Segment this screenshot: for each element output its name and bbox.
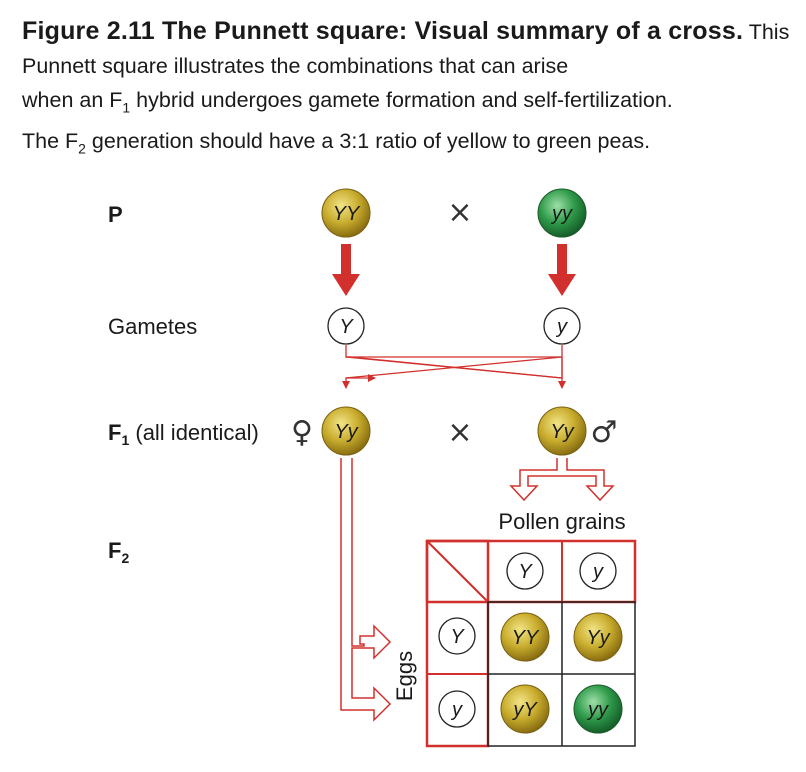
caption-line-2-sub: 1 xyxy=(122,99,131,116)
pollen-grains-label: Pollen grains xyxy=(498,509,625,534)
p-cross-symbol: × xyxy=(447,195,472,230)
f1-cross-symbol: × xyxy=(447,415,472,450)
caption-line-1: This Punnett square illustrates the comb… xyxy=(22,20,790,78)
offspring-yellow-pea xyxy=(500,684,550,734)
punnett-grid xyxy=(425,539,637,748)
parent-to-gamete-arrow-left xyxy=(332,244,360,296)
gamete-crossing-lines xyxy=(342,345,566,389)
cell-1-2-genotype: Yy xyxy=(586,627,610,649)
parent-left-genotype: YY xyxy=(333,203,361,225)
f2-row-label: F2 xyxy=(108,538,129,566)
gamete-left-allele: Y xyxy=(339,316,354,338)
egg-gamete-1-allele: Y xyxy=(450,626,465,648)
female-symbol: ♀ xyxy=(291,415,313,450)
eggs-label: Eggs xyxy=(392,651,417,701)
gamete-left xyxy=(327,307,365,345)
gamete-right xyxy=(543,307,581,345)
cell-1-1-genotype: YY xyxy=(512,627,540,649)
parent-green-pea xyxy=(537,188,587,238)
pollen-gamete-2 xyxy=(579,552,617,590)
parent-right-genotype: yy xyxy=(550,203,573,225)
pollen-gamete-1 xyxy=(506,552,544,590)
caption-line-2-post: hybrid undergoes gamete formation and se… xyxy=(130,88,673,112)
caption-line-2-pre: when an F xyxy=(22,88,123,112)
figure-caption: Figure 2.11 The Punnett square: Visual s… xyxy=(22,14,802,166)
pollen-gamete-1-allele: Y xyxy=(518,561,533,583)
pollen-split-arrow xyxy=(509,458,615,502)
caption-line-3-pre: The F xyxy=(22,129,79,154)
male-symbol: ♂ xyxy=(591,415,618,450)
caption-line-3-post: generation should have a 3:1 ratio of ye… xyxy=(85,129,651,154)
f1-male-genotype: Yy xyxy=(550,421,574,443)
caption-line-3-sub: 2 xyxy=(78,140,86,157)
gametes-row-label: Gametes xyxy=(108,314,197,339)
egg-gamete-2 xyxy=(438,690,476,728)
gamete-right-allele: y xyxy=(555,316,568,338)
parent-yellow-pea xyxy=(321,188,371,238)
offspring-yellow-pea xyxy=(573,612,623,662)
parent-to-gamete-arrow-right xyxy=(548,244,576,296)
f1-female-pea xyxy=(321,406,371,456)
pollen-gamete-2-allele: y xyxy=(591,561,604,583)
f1-female-genotype: Yy xyxy=(334,421,358,443)
cell-2-1-genotype: yY xyxy=(511,699,538,721)
egg-path-arrow xyxy=(340,458,392,722)
offspring-yellow-pea xyxy=(500,612,550,662)
f1-male-pea xyxy=(537,406,587,456)
egg-gamete-2-allele: y xyxy=(450,699,463,721)
offspring-green-pea xyxy=(573,684,623,734)
p-row-label: P xyxy=(108,202,123,227)
cell-2-2-genotype: yy xyxy=(586,699,609,721)
caption-title: Figure 2.11 The Punnett square: Visual s… xyxy=(22,17,744,45)
egg-gamete-1 xyxy=(438,617,476,655)
f1-row-label: F1 (all identical) xyxy=(108,420,259,448)
